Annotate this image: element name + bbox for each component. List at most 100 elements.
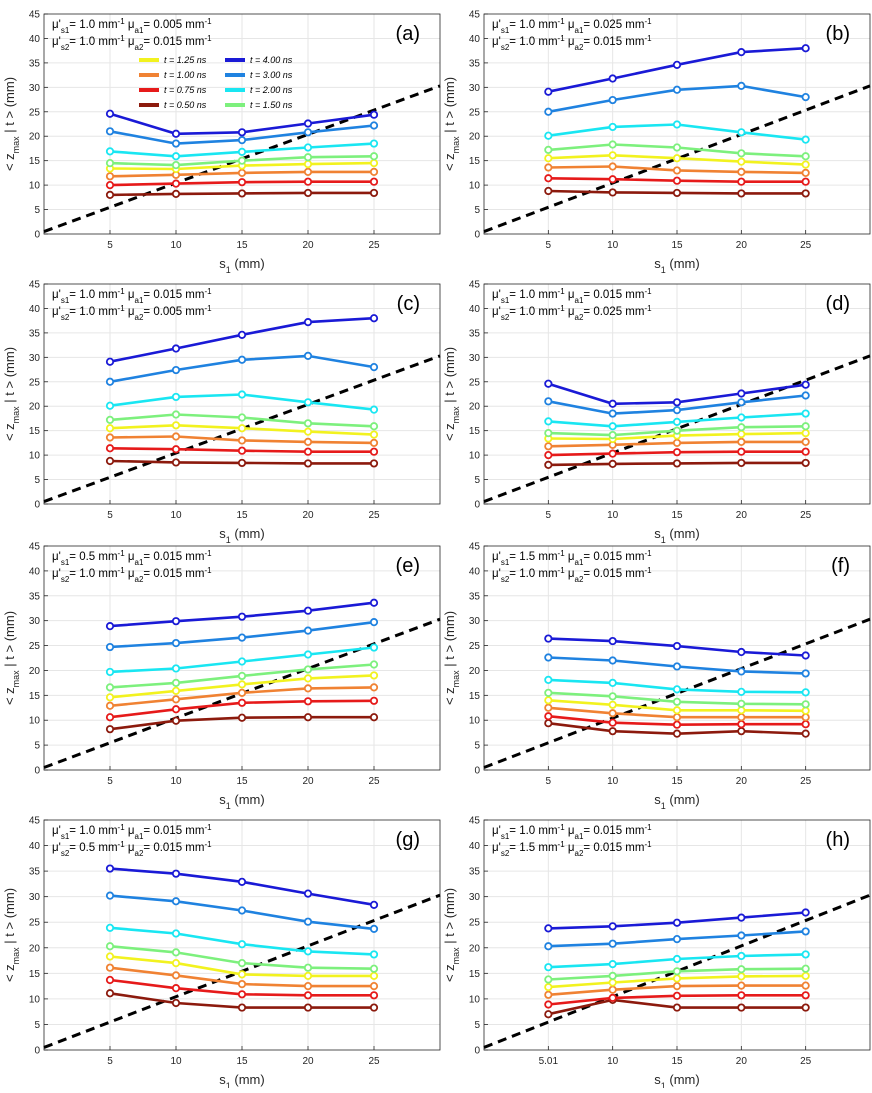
data-point [608, 449, 617, 458]
data-point [672, 706, 682, 715]
series-050 [544, 186, 810, 198]
data-point [303, 1003, 313, 1012]
x-axis-label: s1 (mm) [654, 792, 699, 811]
data-point [105, 891, 115, 900]
y-axis-label: < zmax | t > (mm) [442, 347, 461, 441]
data-point [737, 972, 746, 981]
series-125 [544, 696, 810, 715]
parameter-annotation: μ's2= 0.5 mm-1 μa2= 0.015 mm-1 [52, 840, 212, 858]
data-point [672, 974, 682, 983]
data-point [171, 984, 181, 993]
data-point [171, 929, 181, 938]
ytick-label: 10 [469, 716, 481, 727]
data-point [171, 152, 181, 161]
data-point [608, 978, 617, 987]
data-point [608, 175, 617, 184]
ytick-label: 35 [29, 328, 41, 339]
parameter-annotation: μ's2= 1.0 mm-1 μa2= 0.005 mm-1 [52, 304, 212, 322]
data-point [237, 940, 247, 949]
data-point [608, 656, 617, 665]
data-point [303, 684, 313, 693]
data-point [801, 437, 810, 447]
data-point [544, 719, 553, 728]
ytick-label: 15 [469, 969, 481, 980]
ytick-label: 30 [469, 353, 481, 364]
xtick-label: 20 [302, 1056, 314, 1067]
data-point [369, 447, 379, 456]
ytick-label: 40 [469, 841, 481, 852]
data-point [369, 405, 379, 414]
xtick-label: 25 [368, 240, 380, 251]
xtick-label: 10 [607, 510, 619, 521]
ytick-label: 10 [29, 716, 41, 727]
data-point [237, 178, 247, 187]
data-point [672, 954, 682, 964]
data-point [608, 718, 617, 727]
series-200 [105, 139, 379, 161]
series-300 [105, 351, 379, 386]
data-point [171, 410, 181, 419]
parameter-annotation: μ's1= 1.0 mm-1 μa1= 0.015 mm-1 [52, 823, 212, 841]
xtick-label: 20 [736, 1056, 748, 1067]
ytick-label: 10 [29, 451, 41, 462]
reference-dashed-line [483, 84, 871, 233]
y-axis-label: < zmax | t > (mm) [2, 611, 21, 705]
ytick-label: 5 [34, 741, 40, 752]
data-point [672, 918, 682, 927]
data-point [171, 998, 181, 1008]
ytick-label: 20 [29, 132, 41, 143]
ytick-label: 20 [29, 943, 41, 954]
series-400 [105, 314, 379, 366]
data-point [105, 864, 115, 873]
data-point [105, 701, 115, 710]
data-point [303, 447, 313, 456]
series-300 [544, 927, 810, 951]
data-point [303, 971, 313, 980]
panel-e: 0 5 10 15 20 25 30 35 40 45 5 10 15 20 25 s1 (mm) < zmax… [2, 542, 441, 811]
data-point [237, 156, 247, 165]
series-400 [105, 109, 379, 138]
series-300 [105, 891, 379, 933]
ytick-label: 10 [29, 994, 41, 1005]
data-point [369, 982, 379, 991]
y-axis-label: < zmax | t > (mm) [2, 347, 21, 441]
data-point [544, 163, 553, 172]
data-point [303, 982, 313, 991]
data-point [608, 95, 617, 105]
data-point [369, 1003, 379, 1012]
series-125 [544, 151, 810, 169]
data-point [237, 979, 247, 989]
xtick-label: 10 [607, 240, 619, 251]
data-point [737, 667, 746, 676]
parameter-annotation: μ's2= 1.0 mm-1 μa2= 0.015 mm-1 [52, 566, 212, 584]
data-point [171, 869, 181, 878]
panel-b: 0 5 10 15 20 25 30 35 40 45 5 10 15 20 25 s1 (mm) < zmax… [442, 10, 871, 275]
data-point [801, 380, 810, 389]
data-point [303, 177, 313, 186]
data-point [303, 419, 313, 428]
data-point [737, 720, 746, 729]
data-point [369, 438, 379, 447]
ytick-label: 40 [29, 34, 41, 45]
data-point [303, 153, 313, 162]
data-point [801, 168, 810, 177]
data-point [737, 647, 746, 657]
data-point [544, 154, 553, 163]
data-point [737, 157, 746, 166]
data-point [237, 688, 247, 697]
panel-d: 0 5 10 15 20 25 30 35 40 45 5 10 15 20 25 s1 (mm) < zmax… [442, 280, 871, 545]
y-axis-label: < zmax | t > (mm) [2, 77, 21, 171]
reference-dashed-line [483, 617, 871, 769]
y-axis-label: < zmax | t > (mm) [442, 77, 461, 171]
data-point [672, 166, 682, 175]
data-point [672, 120, 682, 129]
parameter-annotation: μ's1= 1.0 mm-1 μa1= 0.015 mm-1 [52, 287, 212, 305]
data-point [737, 149, 746, 158]
data-point [171, 705, 181, 714]
parameter-annotation: μ's2= 1.5 mm-1 μa2= 0.015 mm-1 [492, 840, 652, 858]
series-400 [544, 908, 810, 933]
ytick-label: 30 [469, 83, 481, 94]
data-point [105, 159, 115, 168]
ytick-label: 35 [29, 58, 41, 69]
parameter-annotation: μ's2= 1.0 mm-1 μa2= 0.015 mm-1 [492, 566, 652, 584]
